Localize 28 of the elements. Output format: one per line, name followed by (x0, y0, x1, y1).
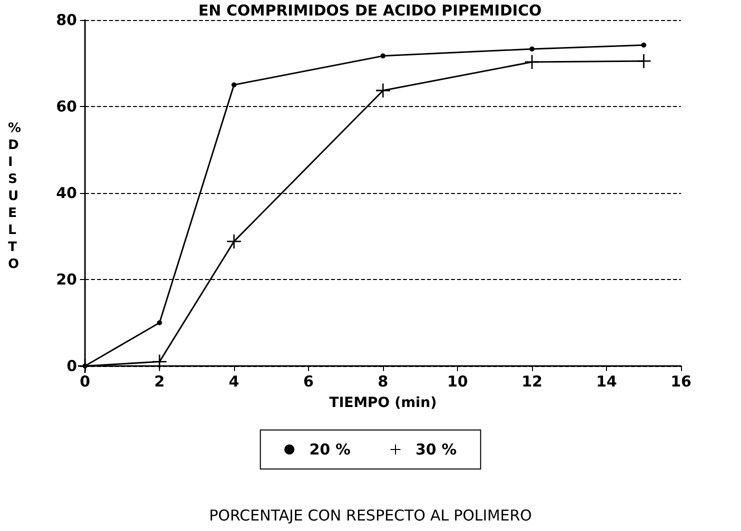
x-tick-label: 4 (228, 372, 240, 390)
point (380, 53, 386, 58)
point (152, 354, 166, 369)
legend-label: 30 % (416, 440, 457, 458)
y-tick-label: 80 (56, 11, 77, 29)
text: % DISUELTO (8, 121, 22, 272)
y-tick-label: 20 (56, 270, 77, 288)
x-tick-label: 14 (596, 372, 617, 390)
text: PORCENTAJE CON RESPECTO AL POLIMERO (209, 506, 532, 524)
point (157, 320, 162, 326)
point (636, 54, 651, 68)
point (530, 46, 534, 52)
x-axis-title: TIEMPO (min) (329, 395, 437, 411)
x-tick-label: 8 (378, 372, 388, 390)
chart-title: EN COMPRIMIDOS DE ACIDO PIPEMIDICO (198, 2, 542, 20)
y-tick-label: 0 (66, 357, 77, 375)
x-tick-label: 10 (447, 372, 468, 390)
point (227, 234, 241, 248)
point (232, 82, 236, 88)
x-tick-label: 0 (80, 372, 90, 390)
y-tick-label: 40 (56, 184, 77, 202)
y-tick-label: 60 (56, 98, 77, 116)
x-tick-label: 6 (303, 372, 314, 390)
point (641, 42, 646, 48)
x-tick-label: 2 (154, 372, 165, 390)
x-tick-label: 12 (522, 372, 542, 390)
x-tick-label: 16 (670, 372, 692, 390)
legend-label: 20 % (309, 440, 351, 458)
